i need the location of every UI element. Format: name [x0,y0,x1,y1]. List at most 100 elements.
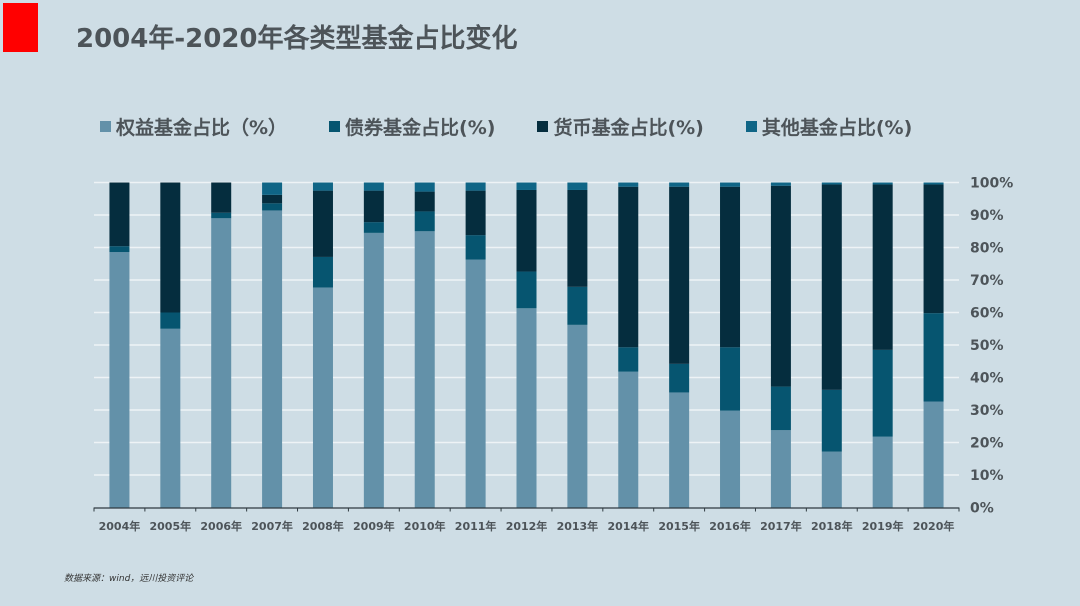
bar-segment-bond [211,212,232,219]
y-tick-label: 50% [970,338,1004,354]
bar-segment-other [821,182,842,185]
bar-segment-money [414,191,435,212]
x-tick-label: 2006年 [200,519,242,533]
bar-segment-other [720,182,741,187]
x-tick-label: 2012年 [506,519,548,533]
x-tick-label: 2016年 [709,519,751,533]
x-tick-label: 2009年 [353,519,395,533]
bar-segment-other [669,182,690,187]
legend-label-equity: 权益基金占比（%） [116,117,288,139]
bar-segment-bond [312,256,333,288]
bar-segment-other [262,182,283,195]
bar-segment-money [923,184,944,314]
bar-segment-money [363,190,384,223]
bar-segment-equity [109,252,130,508]
bar-segment-equity [465,259,486,508]
bar-segment-other [872,182,893,185]
x-tick-label: 2004年 [99,519,141,533]
bar-segment-equity [720,410,741,508]
y-tick-label: 30% [970,403,1004,419]
bar-segment-bond [669,363,690,393]
bar-segment-other [465,182,486,191]
bar-segment-other [770,182,791,186]
bar-segment-equity [618,371,639,508]
bar-segment-bond [923,313,944,402]
bar-segment-other [312,182,333,191]
bar-segment-equity [363,232,384,508]
bar-segment-money [312,190,333,257]
bar-segment-equity [211,218,232,508]
x-tick-label: 2005年 [150,519,192,533]
bar-segment-bond [109,246,130,253]
x-tick-label: 2010年 [404,519,446,533]
legend-item-other: 其他基金占比(%) [745,113,913,140]
bar-segment-other [363,182,384,191]
bar-segment-equity [669,392,690,508]
data-source-note: 数据来源：wind，远川投资评论 [64,574,194,584]
bar-segment-bond [363,222,384,233]
x-tick-label: 2013年 [557,519,599,533]
bar-segment-money [567,189,588,287]
bar-segment-equity [872,436,893,508]
bar-segment-equity [262,210,283,508]
bar-segment-money [465,190,486,236]
x-tick-label: 2014年 [607,519,649,533]
bar-segment-bond [720,347,741,411]
bar-segment-other [923,182,944,185]
bar-segment-money [821,184,842,390]
bar-segment-money [211,182,232,213]
bar-segment-equity [923,401,944,508]
y-tick-label: 10% [970,468,1004,484]
x-tick-label: 2015年 [658,519,700,533]
legend-swatch-other [745,121,757,132]
bar-segment-other [516,182,537,190]
x-tick-label: 2020年 [913,519,955,533]
title-accent-block [3,3,38,52]
bar-segment-bond [770,386,791,431]
bar-segment-money [160,182,181,313]
bar-segment-bond [872,349,893,437]
bar-segment-equity [312,287,333,508]
bar-segment-money [109,182,130,247]
bar-segment-money [669,186,690,364]
chart-legend: 权益基金占比（%） 债券基金占比(%) 货币基金占比(%) 其他基金占比(%) [100,113,954,140]
bar-segment-bond [414,211,435,232]
bar-segment-bond [465,235,486,260]
legend-swatch-equity [100,121,111,132]
y-tick-label: 60% [970,306,1004,322]
bar-segment-bond [618,347,639,372]
x-tick-label: 2008年 [302,519,344,533]
legend-item-money: 货币基金占比(%) [537,113,704,140]
bar-segment-bond [567,286,588,325]
bar-segment-other [567,182,588,190]
x-tick-label: 2019年 [862,519,904,533]
legend-swatch-bond [329,121,341,132]
bar-segment-money [872,184,893,350]
legend-item-equity: 权益基金占比（%） [100,113,287,140]
bar-segment-equity [567,324,588,508]
y-tick-label: 90% [970,208,1004,224]
page-title: 2004年-2020年各类型基金占比变化 [76,24,518,54]
bar-segment-bond [516,271,537,309]
bar-segment-equity [821,451,842,508]
legend-label-bond: 债券基金占比(%) [345,117,496,139]
x-tick-label: 2007年 [251,519,293,533]
bar-segment-other [414,182,435,192]
bar-segment-bond [262,203,283,211]
legend-swatch-money [537,121,549,132]
legend-label-other: 其他基金占比(%) [761,117,913,139]
y-tick-label: 0% [970,501,994,517]
y-tick-label: 40% [970,371,1004,387]
x-tick-label: 2017年 [760,519,802,533]
x-tick-label: 2011年 [455,519,497,533]
y-tick-label: 80% [970,241,1004,257]
bar-segment-equity [770,430,791,508]
bar-segment-money [770,185,791,387]
bar-segment-equity [160,328,181,508]
legend-item-bond: 债券基金占比(%) [329,113,495,140]
bar-segment-money [720,186,741,348]
bar-segment-other [618,182,639,187]
bar-segment-equity [516,308,537,508]
legend-label-money: 货币基金占比(%) [553,117,704,139]
